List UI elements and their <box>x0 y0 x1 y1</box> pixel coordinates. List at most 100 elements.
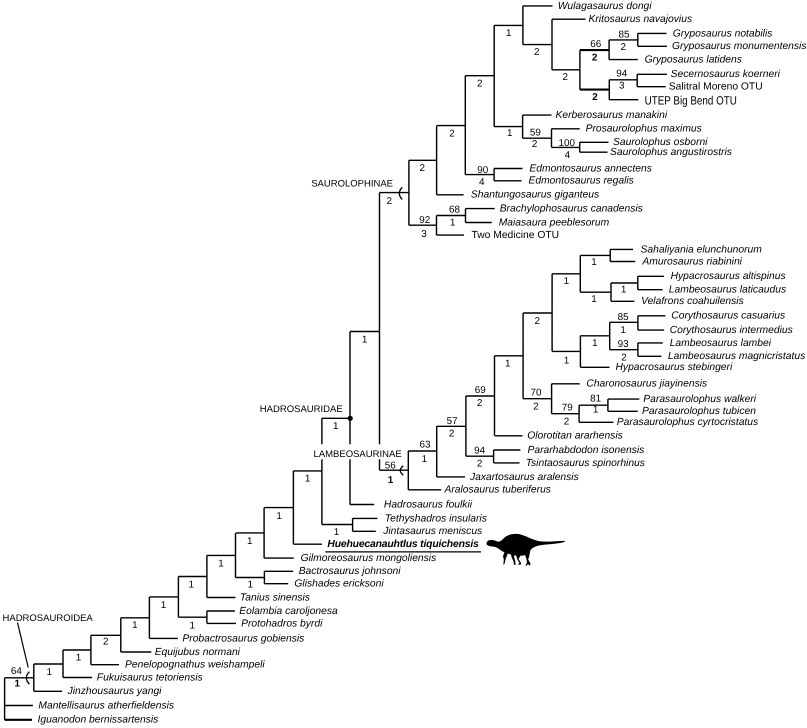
svg-text:Gryposaurus latidens: Gryposaurus latidens <box>645 55 742 66</box>
svg-text:Tsintaosaurus spinorhinus: Tsintaosaurus spinorhinus <box>526 458 645 469</box>
svg-text:Saurolophus osborni: Saurolophus osborni <box>613 137 708 148</box>
svg-text:4: 4 <box>479 177 485 188</box>
svg-text:Parasaurolophus tubicen: Parasaurolophus tubicen <box>642 406 756 417</box>
svg-text:1: 1 <box>14 679 20 690</box>
svg-text:66: 66 <box>590 39 601 50</box>
svg-text:Penelopognathus weishampeli: Penelopognathus weishampeli <box>125 660 265 671</box>
svg-text:SAUROLOPHINAE: SAUROLOPHINAE <box>311 178 393 189</box>
svg-text:Gryposaurus notabilis: Gryposaurus notabilis <box>673 28 773 39</box>
svg-text:4: 4 <box>565 150 571 161</box>
svg-text:Lambeosaurus laticaudus: Lambeosaurus laticaudus <box>669 285 786 296</box>
svg-text:56: 56 <box>385 460 396 471</box>
svg-text:1: 1 <box>506 28 512 39</box>
svg-text:Sahaliyania elunchunorum: Sahaliyania elunchunorum <box>641 244 763 255</box>
svg-text:Equijubus normani: Equijubus normani <box>155 647 241 658</box>
svg-text:Saurolophus angustirostris: Saurolophus angustirostris <box>610 147 732 158</box>
svg-text:94: 94 <box>616 69 627 80</box>
svg-text:2: 2 <box>592 92 598 103</box>
svg-text:64: 64 <box>11 666 22 677</box>
svg-text:1: 1 <box>333 421 339 432</box>
svg-text:69: 69 <box>475 385 486 396</box>
svg-text:Olorotitan ararhensis: Olorotitan ararhensis <box>527 431 623 442</box>
svg-text:2: 2 <box>592 53 598 64</box>
svg-text:1: 1 <box>422 454 428 465</box>
svg-text:Jintasaurus meniscus: Jintasaurus meniscus <box>382 526 482 537</box>
svg-text:LAMBEOSAURINAE: LAMBEOSAURINAE <box>314 449 402 460</box>
svg-text:Glishades ericksoni: Glishades ericksoni <box>294 579 384 590</box>
svg-text:Secernosaurus koerneri: Secernosaurus koerneri <box>671 69 781 80</box>
svg-text:Eolambia caroljonesa: Eolambia caroljonesa <box>239 606 338 617</box>
svg-text:Lambeosaurus lambei: Lambeosaurus lambei <box>670 338 772 349</box>
svg-text:Amurosaurus riabinini: Amurosaurus riabinini <box>641 256 742 267</box>
svg-text:Hadrosaurus foulkii: Hadrosaurus foulkii <box>384 499 473 510</box>
svg-text:93: 93 <box>618 339 629 350</box>
svg-text:Tanius sinensis: Tanius sinensis <box>240 592 310 603</box>
svg-text:HADROSAURIDAE: HADROSAURIDAE <box>260 404 343 415</box>
svg-text:94: 94 <box>474 446 485 457</box>
svg-text:Prosaurolophus maximus: Prosaurolophus maximus <box>586 124 702 135</box>
svg-text:1: 1 <box>507 128 513 139</box>
svg-text:2: 2 <box>563 72 569 83</box>
svg-text:1: 1 <box>564 355 570 366</box>
svg-text:HADROSAUROIDEA: HADROSAUROIDEA <box>3 613 94 624</box>
svg-text:70: 70 <box>531 388 542 399</box>
svg-text:Pararhabdodon isonensis: Pararhabdodon isonensis <box>528 445 645 456</box>
svg-text:Iguanodon bernissartensis: Iguanodon bernissartensis <box>38 715 159 726</box>
svg-text:1: 1 <box>305 473 311 484</box>
svg-text:2: 2 <box>534 47 540 58</box>
svg-text:1: 1 <box>334 527 340 538</box>
svg-text:Gilmoreosaurus mongoliensis: Gilmoreosaurus mongoliensis <box>301 553 437 564</box>
svg-text:1: 1 <box>161 600 167 611</box>
svg-text:1: 1 <box>591 257 597 268</box>
svg-text:Protohadros byrdi: Protohadros byrdi <box>241 618 323 629</box>
svg-text:1: 1 <box>189 580 195 591</box>
svg-text:1: 1 <box>247 536 253 547</box>
svg-text:Velafrons coahuilensis: Velafrons coahuilensis <box>641 296 744 307</box>
svg-text:1: 1 <box>276 511 282 522</box>
svg-text:Aralosaurus tuberiferus: Aralosaurus tuberiferus <box>444 485 551 496</box>
svg-text:79: 79 <box>562 403 573 414</box>
svg-text:57: 57 <box>447 416 458 427</box>
svg-text:63: 63 <box>420 440 431 451</box>
svg-text:Gryposaurus monumentensis: Gryposaurus monumentensis <box>672 41 807 52</box>
svg-text:90: 90 <box>477 165 488 176</box>
svg-text:Parasaurolophus cyrtocristatus: Parasaurolophus cyrtocristatus <box>617 417 758 428</box>
svg-text:Salitral Moreno OTU: Salitral Moreno OTU <box>669 82 763 93</box>
svg-text:2: 2 <box>564 417 570 428</box>
svg-text:85: 85 <box>619 30 630 41</box>
svg-text:2: 2 <box>532 139 538 150</box>
svg-text:59: 59 <box>530 127 541 138</box>
svg-text:81: 81 <box>590 394 601 405</box>
svg-text:2: 2 <box>477 459 483 470</box>
svg-text:2: 2 <box>449 429 455 440</box>
svg-text:Fukuisaurus tetoriensis: Fukuisaurus tetoriensis <box>97 672 203 683</box>
svg-text:1: 1 <box>593 405 599 416</box>
svg-text:2: 2 <box>386 196 392 207</box>
svg-text:Bactrosaurus johnsoni: Bactrosaurus johnsoni <box>299 566 402 577</box>
svg-text:Brachylophosaurus canadensis: Brachylophosaurus canadensis <box>500 204 643 215</box>
svg-text:Parasaurolophus walkeri: Parasaurolophus walkeri <box>643 394 756 405</box>
svg-text:92: 92 <box>419 215 430 226</box>
svg-text:2: 2 <box>535 316 541 327</box>
svg-text:1: 1 <box>218 558 224 569</box>
svg-text:Probactrosaurus gobiensis: Probactrosaurus gobiensis <box>182 633 304 644</box>
svg-text:Jaxartosaurus aralensis: Jaxartosaurus aralensis <box>469 472 579 483</box>
svg-text:3: 3 <box>619 81 625 92</box>
svg-text:1: 1 <box>76 652 82 663</box>
svg-text:Huehuecanauhtlus tiquichensis: Huehuecanauhtlus tiquichensis <box>327 539 479 550</box>
svg-text:2: 2 <box>477 79 483 90</box>
svg-text:100: 100 <box>559 138 576 149</box>
svg-text:3: 3 <box>421 229 427 240</box>
svg-text:Mantellisaurus atherfieldensis: Mantellisaurus atherfieldensis <box>38 700 174 711</box>
svg-text:1: 1 <box>362 334 368 345</box>
svg-text:Wulagasaurus dongi: Wulagasaurus dongi <box>558 1 653 12</box>
svg-text:Kerberosaurus manakini: Kerberosaurus manakini <box>556 110 668 121</box>
svg-text:Hypacrosaurus altispinus: Hypacrosaurus altispinus <box>671 271 786 282</box>
svg-text:1: 1 <box>505 359 511 370</box>
svg-text:Hypacrosaurus stebingeri: Hypacrosaurus stebingeri <box>616 362 733 373</box>
svg-text:Charonosaurus jiayinensis: Charonosaurus jiayinensis <box>586 379 707 390</box>
svg-text:Maiasaura peeblesorum: Maiasaura peeblesorum <box>499 217 610 228</box>
svg-text:2: 2 <box>449 128 455 139</box>
svg-text:Jinzhousaurus yangi: Jinzhousaurus yangi <box>67 686 163 697</box>
svg-text:Edmontosaurus regalis: Edmontosaurus regalis <box>529 176 634 187</box>
